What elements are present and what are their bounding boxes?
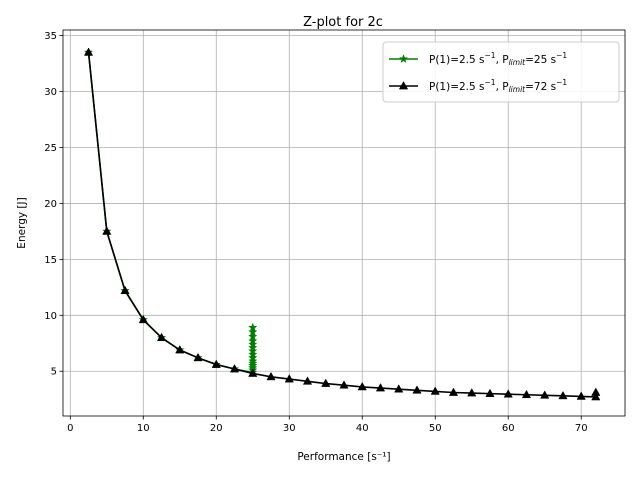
legend-marker [398,81,409,90]
x-tick-label: 20 [210,423,223,434]
data-point [266,371,276,381]
data-point [448,387,459,396]
data-point [138,314,148,324]
data-point [430,386,440,395]
legend-entry: P(1)=2.5 s−1, Plimit=25 s−1 [389,51,567,67]
legend-label-part: P(1)=2.5 s [429,81,485,93]
data-point [248,356,258,366]
data-point [248,349,258,359]
data-point [558,390,568,400]
data-point [591,387,601,396]
legend-label-part: −1 [556,78,567,87]
x-tick-label: 10 [137,423,150,434]
legend-box [382,41,620,103]
legend-label-part: , P [496,81,509,93]
data-point [339,380,349,389]
legend-label: P(1)=2.5 s−1, Plimit=25 s−1 [429,51,567,67]
x-tick-label: 60 [502,423,515,434]
y-tick-label: 25 [44,143,57,154]
legend-label-part: P(1)=2.5 s [429,54,485,66]
data-point [485,388,495,397]
series-line [87,52,597,398]
data-point [248,342,258,352]
data-point [248,327,258,337]
y-tick-label: 20 [44,199,57,210]
legend-label-part: −1 [485,78,496,87]
series-triangle [83,47,601,401]
y-tick-label: 30 [44,87,57,98]
y-axis-ticks: 5 10 15 20 25 30 35 [44,31,63,378]
data-point [284,374,294,383]
y-tick-label: 10 [44,311,57,322]
x-axis-ticks: 0 10 20 30 40 50 60 70 [67,416,588,434]
data-point [248,368,258,377]
data-point [503,389,513,398]
x-tick-label: 70 [575,423,588,434]
data-point [321,378,331,387]
chart-title: Z-plot for 2c [303,15,383,30]
data-point [357,381,367,391]
legend-label: P(1)=2.5 s−1, Plimit=72 s−1 [429,78,567,94]
legend-label-part: , P [496,54,509,66]
y-tick-label: 15 [44,255,57,266]
series-star [83,47,258,377]
plot-frame [62,29,626,417]
legend-marker [398,54,409,63]
data-point [591,392,601,401]
series-layer [83,47,601,401]
data-point [302,376,313,385]
legend-label-part: limit [509,85,527,94]
x-tick-label: 30 [283,423,296,434]
legend-label-part: =25 s [525,54,556,66]
legend: P(1)=2.5 s−1, Plimit=25 s−1P(1)=2.5 s−1,… [382,41,620,103]
y-axis-title: Energy [J] [16,197,28,248]
data-point [175,345,185,354]
data-point [521,389,532,399]
data-point [248,339,258,349]
legend-label-part: −1 [556,51,567,60]
x-tick-label: 40 [356,423,369,434]
series-line [87,52,254,374]
data-point [83,47,94,56]
y-tick-label: 35 [44,31,57,42]
data-point [193,352,203,362]
data-point [229,364,240,373]
data-point [394,384,404,393]
data-point [156,332,167,342]
data-point [248,346,258,356]
data-point [375,383,386,392]
data-point [248,336,258,346]
legend-label-part: limit [509,58,527,67]
legend-entry: P(1)=2.5 s−1, Plimit=72 s−1 [389,78,567,94]
legend-label-part: =72 s [525,81,556,93]
y-tick-label: 5 [51,367,57,378]
data-point [211,359,221,368]
data-point [248,352,258,362]
data-point [120,285,130,295]
x-tick-label: 50 [429,423,442,434]
data-point [540,390,550,399]
data-point [102,226,112,235]
data-point [576,391,586,400]
data-point [467,388,477,397]
data-point [412,385,422,394]
data-point [248,331,258,341]
legend-label-part: −1 [485,51,496,60]
data-point [248,322,258,332]
x-axis-title: Performance [s⁻¹] [297,451,390,463]
x-tick-label: 0 [67,423,73,434]
